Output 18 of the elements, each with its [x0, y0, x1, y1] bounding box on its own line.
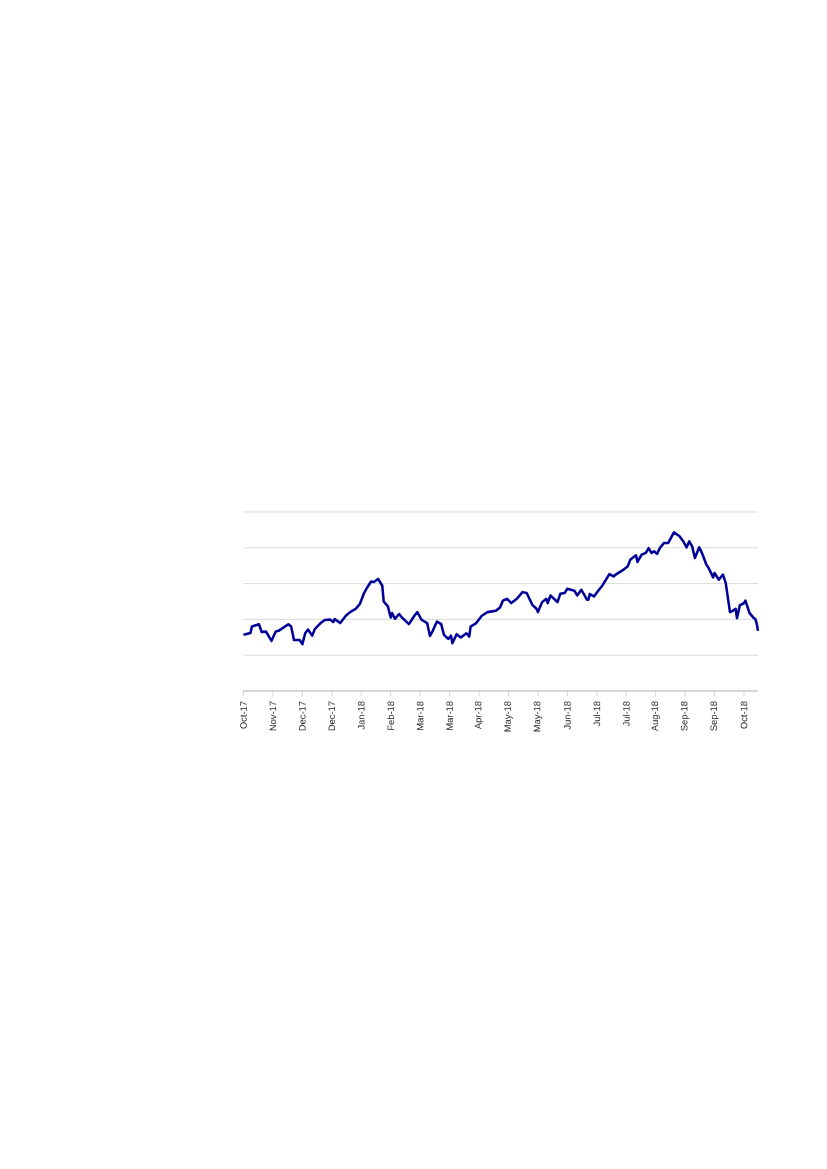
x-tick-label: Jan-18: [357, 701, 365, 730]
x-tick-label: Dec-17: [299, 701, 306, 731]
x-tick-label: Sep-18: [710, 701, 719, 731]
x-tick-label: Jul-18: [622, 701, 630, 727]
x-tick-label: Dec-17: [328, 701, 336, 731]
x-tick-label: Mar-18: [446, 701, 453, 730]
x-tick-label: Jul-18: [593, 701, 601, 727]
x-tick-label: May-18: [533, 701, 543, 732]
x-tick-label: Nov-17: [269, 701, 277, 731]
x-tick-label: Oct-17: [240, 701, 247, 729]
x-tick-label: Aug-18: [651, 701, 660, 732]
x-tick-label: Oct-18: [740, 701, 748, 729]
x-tick-label: Sep-18: [680, 701, 690, 731]
x-tick-label: Jun-18: [564, 701, 571, 730]
x-tick-label: Feb-18: [387, 701, 395, 730]
x-tick-label: Mar-18: [416, 701, 424, 730]
x-tick-label: Apr-18: [474, 701, 484, 730]
x-tick-label: May-18: [504, 701, 513, 732]
